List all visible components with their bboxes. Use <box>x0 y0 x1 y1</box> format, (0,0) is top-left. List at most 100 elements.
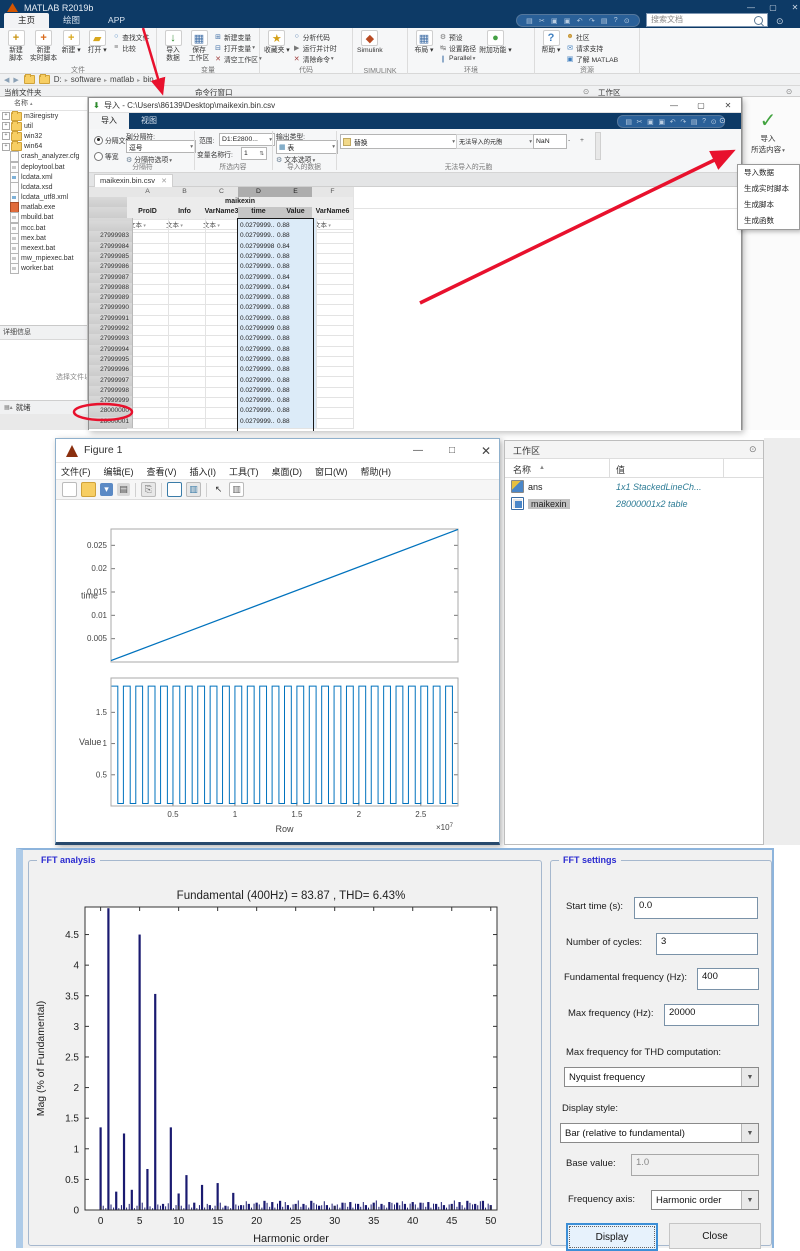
file-list-item[interactable]: matlab.exe <box>0 202 87 214</box>
data-cell[interactable] <box>164 282 206 296</box>
ribbon-button-new-live-script[interactable]: + 新建 实时脚本 <box>30 30 57 62</box>
data-cell[interactable] <box>312 385 354 399</box>
menu-item-generate-function[interactable]: 生成函数 <box>744 216 774 225</box>
quick-access-toolbar[interactable]: ▤ ✂ ▣ ▣ ↶ ↷ ▤? ⊙ <box>516 14 640 27</box>
data-cell[interactable]: 0.0279999... <box>238 416 280 429</box>
quick-access-icon-save[interactable]: ▤ <box>526 17 533 25</box>
delimiter-options-button[interactable]: ⚙ 分隔符选项▾ <box>126 157 173 164</box>
names-row-stepper[interactable]: 1 ⇅ <box>241 147 267 160</box>
breadcrumb-segment[interactable]: D: <box>53 75 62 84</box>
data-cell[interactable] <box>127 251 169 265</box>
ribbon-button-open[interactable]: ▰ 打开 ▾ <box>85 30 109 55</box>
breadcrumb-segment[interactable]: bin <box>143 75 154 84</box>
print-figure-icon[interactable]: ▤ <box>117 483 130 496</box>
insert-colorbar-icon[interactable] <box>167 482 182 497</box>
display-button[interactable]: Display <box>566 1223 658 1251</box>
data-cell[interactable] <box>312 375 354 388</box>
ribbon-button-support[interactable]: ✉ 请求支持 <box>566 42 618 53</box>
data-cell[interactable] <box>127 324 169 337</box>
chevron-down-icon[interactable]: ▼ <box>741 1068 758 1086</box>
tab-close-icon[interactable]: ✕ <box>161 178 167 185</box>
radio-delimited[interactable]: 分隔文件 <box>94 135 132 145</box>
file-list-item[interactable]: lcdata.xsd <box>0 181 87 193</box>
ribbon-button-parallel[interactable]: ∥ Parallel ▾ <box>439 53 476 64</box>
tab-home[interactable]: 主页 <box>4 13 50 28</box>
open-file-icon[interactable] <box>81 482 96 497</box>
import-minimize-button[interactable]: — <box>670 101 678 110</box>
ribbon-button-analyze-code[interactable]: ○ 分析代码 <box>293 31 337 42</box>
breadcrumb-segment[interactable]: software <box>70 75 102 84</box>
file-list-item[interactable]: mw_mpiexec.bat <box>0 253 87 265</box>
link-plot-icon[interactable]: ⎘ <box>141 482 156 497</box>
expand-icon[interactable]: + <box>2 132 10 141</box>
data-cell[interactable] <box>127 406 169 419</box>
ribbon-button-run-time[interactable]: ▶ 运行并计时 <box>293 42 337 53</box>
figure-minimize-button[interactable]: — <box>413 445 423 456</box>
ribbon-button-new-variable[interactable]: ⊞ 新建变量 <box>214 31 262 42</box>
output-type-dropdown[interactable]: ▦ 表 ▾ <box>276 140 338 154</box>
import-help-icon[interactable]: ⊙ <box>719 116 726 125</box>
save-figure-icon[interactable]: ▾ <box>100 483 113 496</box>
data-cell[interactable] <box>312 262 354 275</box>
menu-item-generate-live-script[interactable]: 生成实时脚本 <box>744 184 789 193</box>
ribbon-button-clear-workspace[interactable]: ✕ 清空工作区 ▾ <box>214 53 262 64</box>
data-cell[interactable] <box>127 262 169 275</box>
ribbon-button-import-data[interactable]: ↓ 导入 数据 <box>161 30 185 62</box>
figure-menu-item[interactable]: 插入(I) <box>189 466 217 477</box>
quick-access-icon-undo[interactable]: ↶ <box>576 17 583 25</box>
data-cell[interactable] <box>127 375 169 388</box>
ribbon-button-simulink[interactable]: ◆ Simulink <box>357 30 383 55</box>
import-button-label-1[interactable]: 导入 <box>760 134 776 143</box>
fundamental-input[interactable]: 400 <box>697 968 759 990</box>
thd-frequency-select[interactable]: Nyquist frequency ▼ <box>564 1067 759 1087</box>
data-cell[interactable] <box>164 365 206 378</box>
data-cell[interactable] <box>164 303 206 316</box>
import-check-icon[interactable]: ✓ <box>759 110 777 132</box>
import-quick-access-icon-redo[interactable]: ↷ <box>680 118 687 126</box>
forward-icon[interactable]: ▶ <box>13 76 19 84</box>
data-cell[interactable] <box>312 416 354 429</box>
status-grip-icon[interactable]: ▦▴ <box>4 405 13 411</box>
value-column-header[interactable]: 值 <box>616 465 626 475</box>
menu-item-import-data[interactable]: 导入数据 <box>744 168 774 177</box>
search-input[interactable]: 搜索文档 <box>646 13 768 27</box>
data-cell[interactable] <box>201 416 243 429</box>
expand-icon[interactable]: + <box>2 112 10 121</box>
ribbon-button-set-path[interactable]: ↹ 设置路径 <box>439 42 476 53</box>
quick-access-icon-copy[interactable]: ▣ <box>551 17 558 25</box>
property-inspector-icon[interactable]: ▥ <box>229 482 244 497</box>
workspace-menu-icon[interactable]: ⊙ <box>749 444 757 454</box>
close-fft-button[interactable]: Close <box>669 1223 761 1249</box>
expand-icon[interactable]: + <box>2 142 10 151</box>
figure-menu-item[interactable]: 编辑(E) <box>103 466 134 477</box>
chevron-down-icon[interactable]: ▼ <box>741 1124 758 1142</box>
data-cell[interactable] <box>164 385 206 399</box>
data-cell[interactable] <box>164 313 206 326</box>
menu-item-generate-script[interactable]: 生成脚本 <box>744 200 774 209</box>
data-cell[interactable] <box>127 334 169 347</box>
data-cell[interactable] <box>312 221 354 234</box>
import-maximize-button[interactable]: ▢ <box>697 101 705 110</box>
collapse-ribbon-icon[interactable]: ⌃ <box>723 158 729 165</box>
file-list-item[interactable]: worker.bat <box>0 263 87 275</box>
import-close-button[interactable]: ✕ <box>724 101 732 110</box>
data-cell[interactable] <box>164 375 206 388</box>
import-quick-access-icon-save[interactable]: ▤ <box>625 118 632 126</box>
minimize-button[interactable]: — <box>747 3 755 12</box>
quick-access-icon-paste[interactable]: ▣ <box>563 17 571 25</box>
data-cell[interactable] <box>127 282 169 296</box>
data-cell[interactable] <box>164 293 206 306</box>
ribbon-button-find-files[interactable]: ○ 查找文件 <box>112 31 149 42</box>
file-list-item[interactable]: + util <box>0 120 87 131</box>
ribbon-button-new-script[interactable]: + 新建 脚本 <box>4 30 28 62</box>
data-cell[interactable] <box>164 231 206 244</box>
file-list-item[interactable]: mcc.bat <box>0 222 87 234</box>
ribbon-button-compare[interactable]: ≡ 比较 <box>112 42 149 53</box>
data-cell[interactable] <box>127 303 169 316</box>
ribbon-button-save-workspace[interactable]: ▦ 保存 工作区 <box>187 30 211 62</box>
ribbon-button-new[interactable]: + 新建 ▾ <box>59 30 83 55</box>
ribbon-button-favorites[interactable]: ★ 收藏夹 ▾ <box>264 30 290 55</box>
max-frequency-input[interactable]: 20000 <box>664 1004 759 1026</box>
figure-menu-item[interactable]: 桌面(D) <box>271 466 303 477</box>
ribbon-button-layout[interactable]: ▦ 布局 ▾ <box>412 30 436 55</box>
